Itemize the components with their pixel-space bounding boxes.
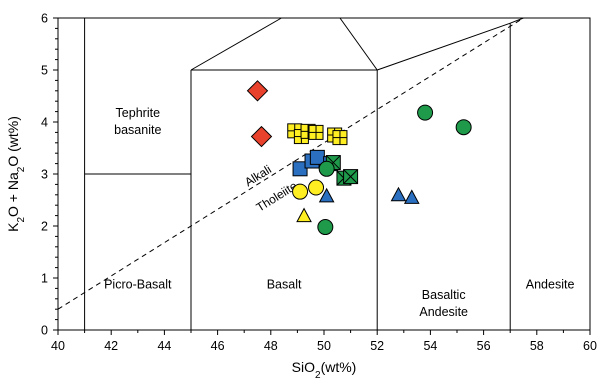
field-boundary <box>339 17 378 71</box>
field-labels: Tephrite basanite Picro-Basalt Basalt Basalt… <box>104 106 574 319</box>
field-label: Andesite <box>526 277 575 291</box>
field-label: Basaltic Andesite <box>419 288 468 319</box>
x-tick-label: 50 <box>317 339 331 353</box>
field-boundary <box>510 17 524 24</box>
x-tick-label: 60 <box>583 339 597 353</box>
field-label: Basalt <box>267 277 302 291</box>
x-tick-label: 58 <box>530 339 544 353</box>
field-boundary <box>190 17 282 71</box>
y-tick-label: 1 <box>41 272 48 286</box>
diamond-marker <box>246 80 269 102</box>
x-tick-label: 46 <box>211 339 225 353</box>
y-axis-title: K2O + Na2O (wt%) <box>5 116 27 232</box>
y-tick-label: 6 <box>41 12 48 26</box>
x-tick-label: 44 <box>157 339 171 353</box>
x-tick-label: 52 <box>370 339 384 353</box>
circle-marker <box>317 219 334 236</box>
field-label: Tephrite basanite <box>114 106 161 137</box>
x-tick-label: 40 <box>51 339 65 353</box>
triangle-marker <box>390 186 407 202</box>
data-points <box>246 80 472 236</box>
circle-marker <box>292 183 309 200</box>
triangle-marker <box>318 187 335 203</box>
x-tick-label: 42 <box>104 339 118 353</box>
square-cross-marker <box>332 130 348 146</box>
square-cross-marker <box>308 124 324 140</box>
classification-fields <box>84 17 524 330</box>
circle-marker <box>308 179 325 196</box>
field-boundary <box>377 22 511 71</box>
triangle-marker <box>296 207 312 223</box>
x-axis-title: SiO2(wt%) <box>292 359 357 381</box>
x-tick-label: 48 <box>264 339 278 353</box>
field-label: Picro-Basalt <box>104 277 172 291</box>
x-tick-label: 56 <box>477 339 491 353</box>
x-tick-label: 54 <box>423 339 437 353</box>
triangle-marker <box>403 189 420 204</box>
circle-marker <box>417 104 434 121</box>
divider-label: Tholeiite <box>254 178 300 214</box>
square-marker <box>292 161 308 177</box>
y-tick-label: 0 <box>41 324 48 338</box>
divider-line <box>57 17 524 310</box>
square-cross-marker <box>343 169 359 185</box>
circle-marker <box>318 160 335 177</box>
diamond-marker <box>250 125 273 148</box>
divider-label: Alkali <box>242 162 274 189</box>
y-tick-label: 4 <box>41 116 48 130</box>
y-tick-label: 5 <box>41 64 48 78</box>
circle-marker <box>455 119 472 136</box>
y-tick-label: 3 <box>41 168 48 182</box>
y-tick-label: 2 <box>41 220 48 234</box>
